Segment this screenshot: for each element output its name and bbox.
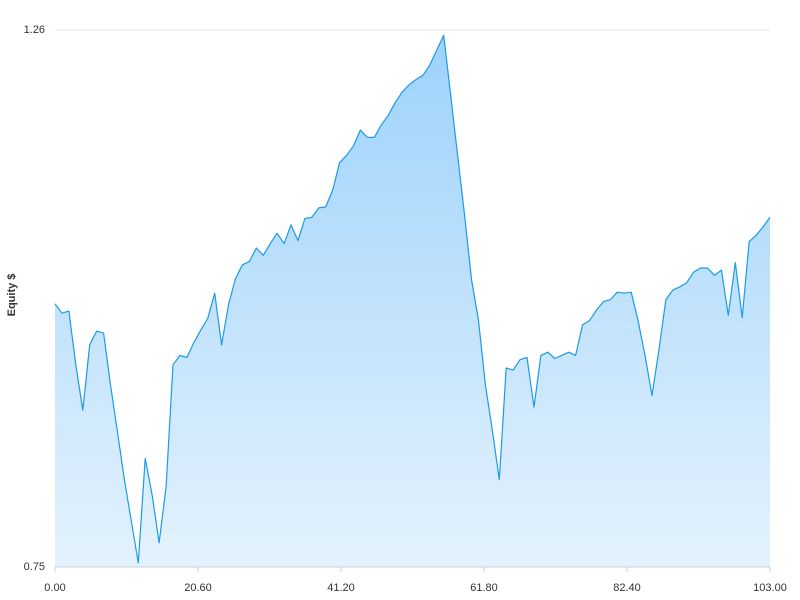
area-fill: [55, 35, 770, 568]
y-tick-label: 0.75: [24, 561, 45, 573]
x-tick-label: 20.60: [184, 582, 212, 594]
area-line: [54, 34, 771, 564]
x-tick-label: 0.00: [44, 582, 65, 594]
x-tick-label: 103.00: [753, 582, 787, 594]
x-tick-label: 41.20: [327, 582, 355, 594]
y-axis-label: Equity $: [6, 274, 18, 317]
y-tick-label: 1.26: [24, 24, 45, 36]
x-tick-label: 82.40: [613, 582, 641, 594]
x-tick-label: 61.80: [470, 582, 498, 594]
